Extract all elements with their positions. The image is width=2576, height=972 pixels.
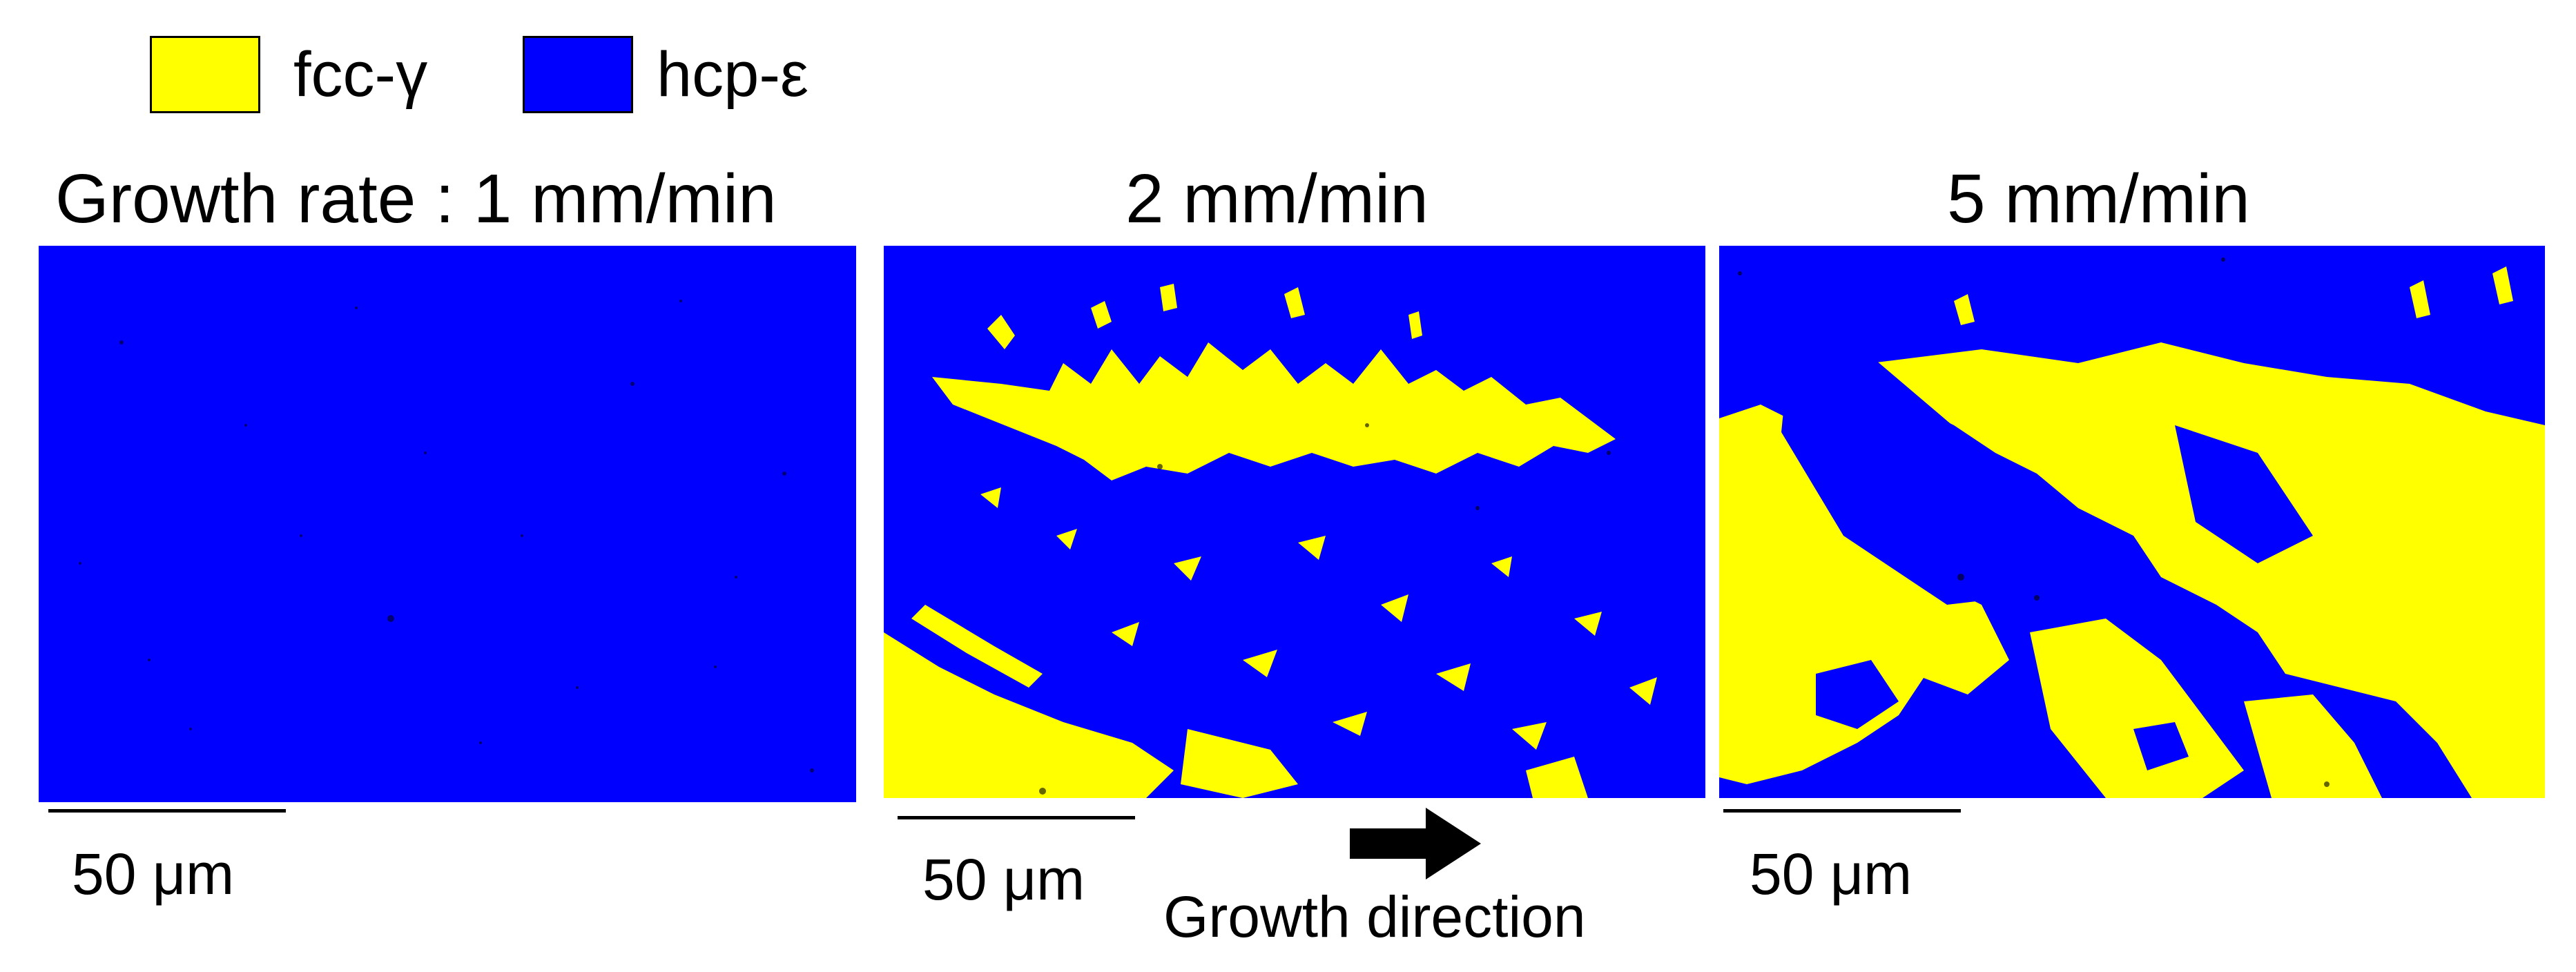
panel-title-5mm: 5 mm/min xyxy=(1947,160,2250,237)
phase-map-5mm xyxy=(1719,246,2545,798)
arrow-right-icon xyxy=(1350,808,1481,879)
panel-title-2mm: 2 mm/min xyxy=(1125,160,1429,237)
legend-swatch-fcc xyxy=(150,36,260,113)
phase-map-2mm xyxy=(884,246,1705,798)
panel-title-1mm: Growth rate : 1 mm/min xyxy=(55,160,777,237)
phase-map-1mm xyxy=(39,246,856,802)
phase-map-1mm-graphic xyxy=(39,246,856,802)
legend-swatch-hcp xyxy=(523,36,633,113)
growth-direction-label: Growth direction xyxy=(1163,884,1586,949)
scale-bar-2mm xyxy=(898,816,1135,819)
scale-bar-1mm xyxy=(48,809,286,813)
phase-map-5mm-graphic xyxy=(1719,246,2545,798)
legend-label-fcc: fcc-γ xyxy=(293,39,428,110)
scale-label-5mm: 50 μm xyxy=(1750,842,1912,906)
scale-label-1mm: 50 μm xyxy=(72,842,235,906)
scale-bar-5mm xyxy=(1723,809,1961,813)
scale-label-2mm: 50 μm xyxy=(922,847,1085,912)
legend-label-hcp: hcp-ε xyxy=(657,39,808,110)
phase-map-2mm-graphic xyxy=(884,246,1705,798)
